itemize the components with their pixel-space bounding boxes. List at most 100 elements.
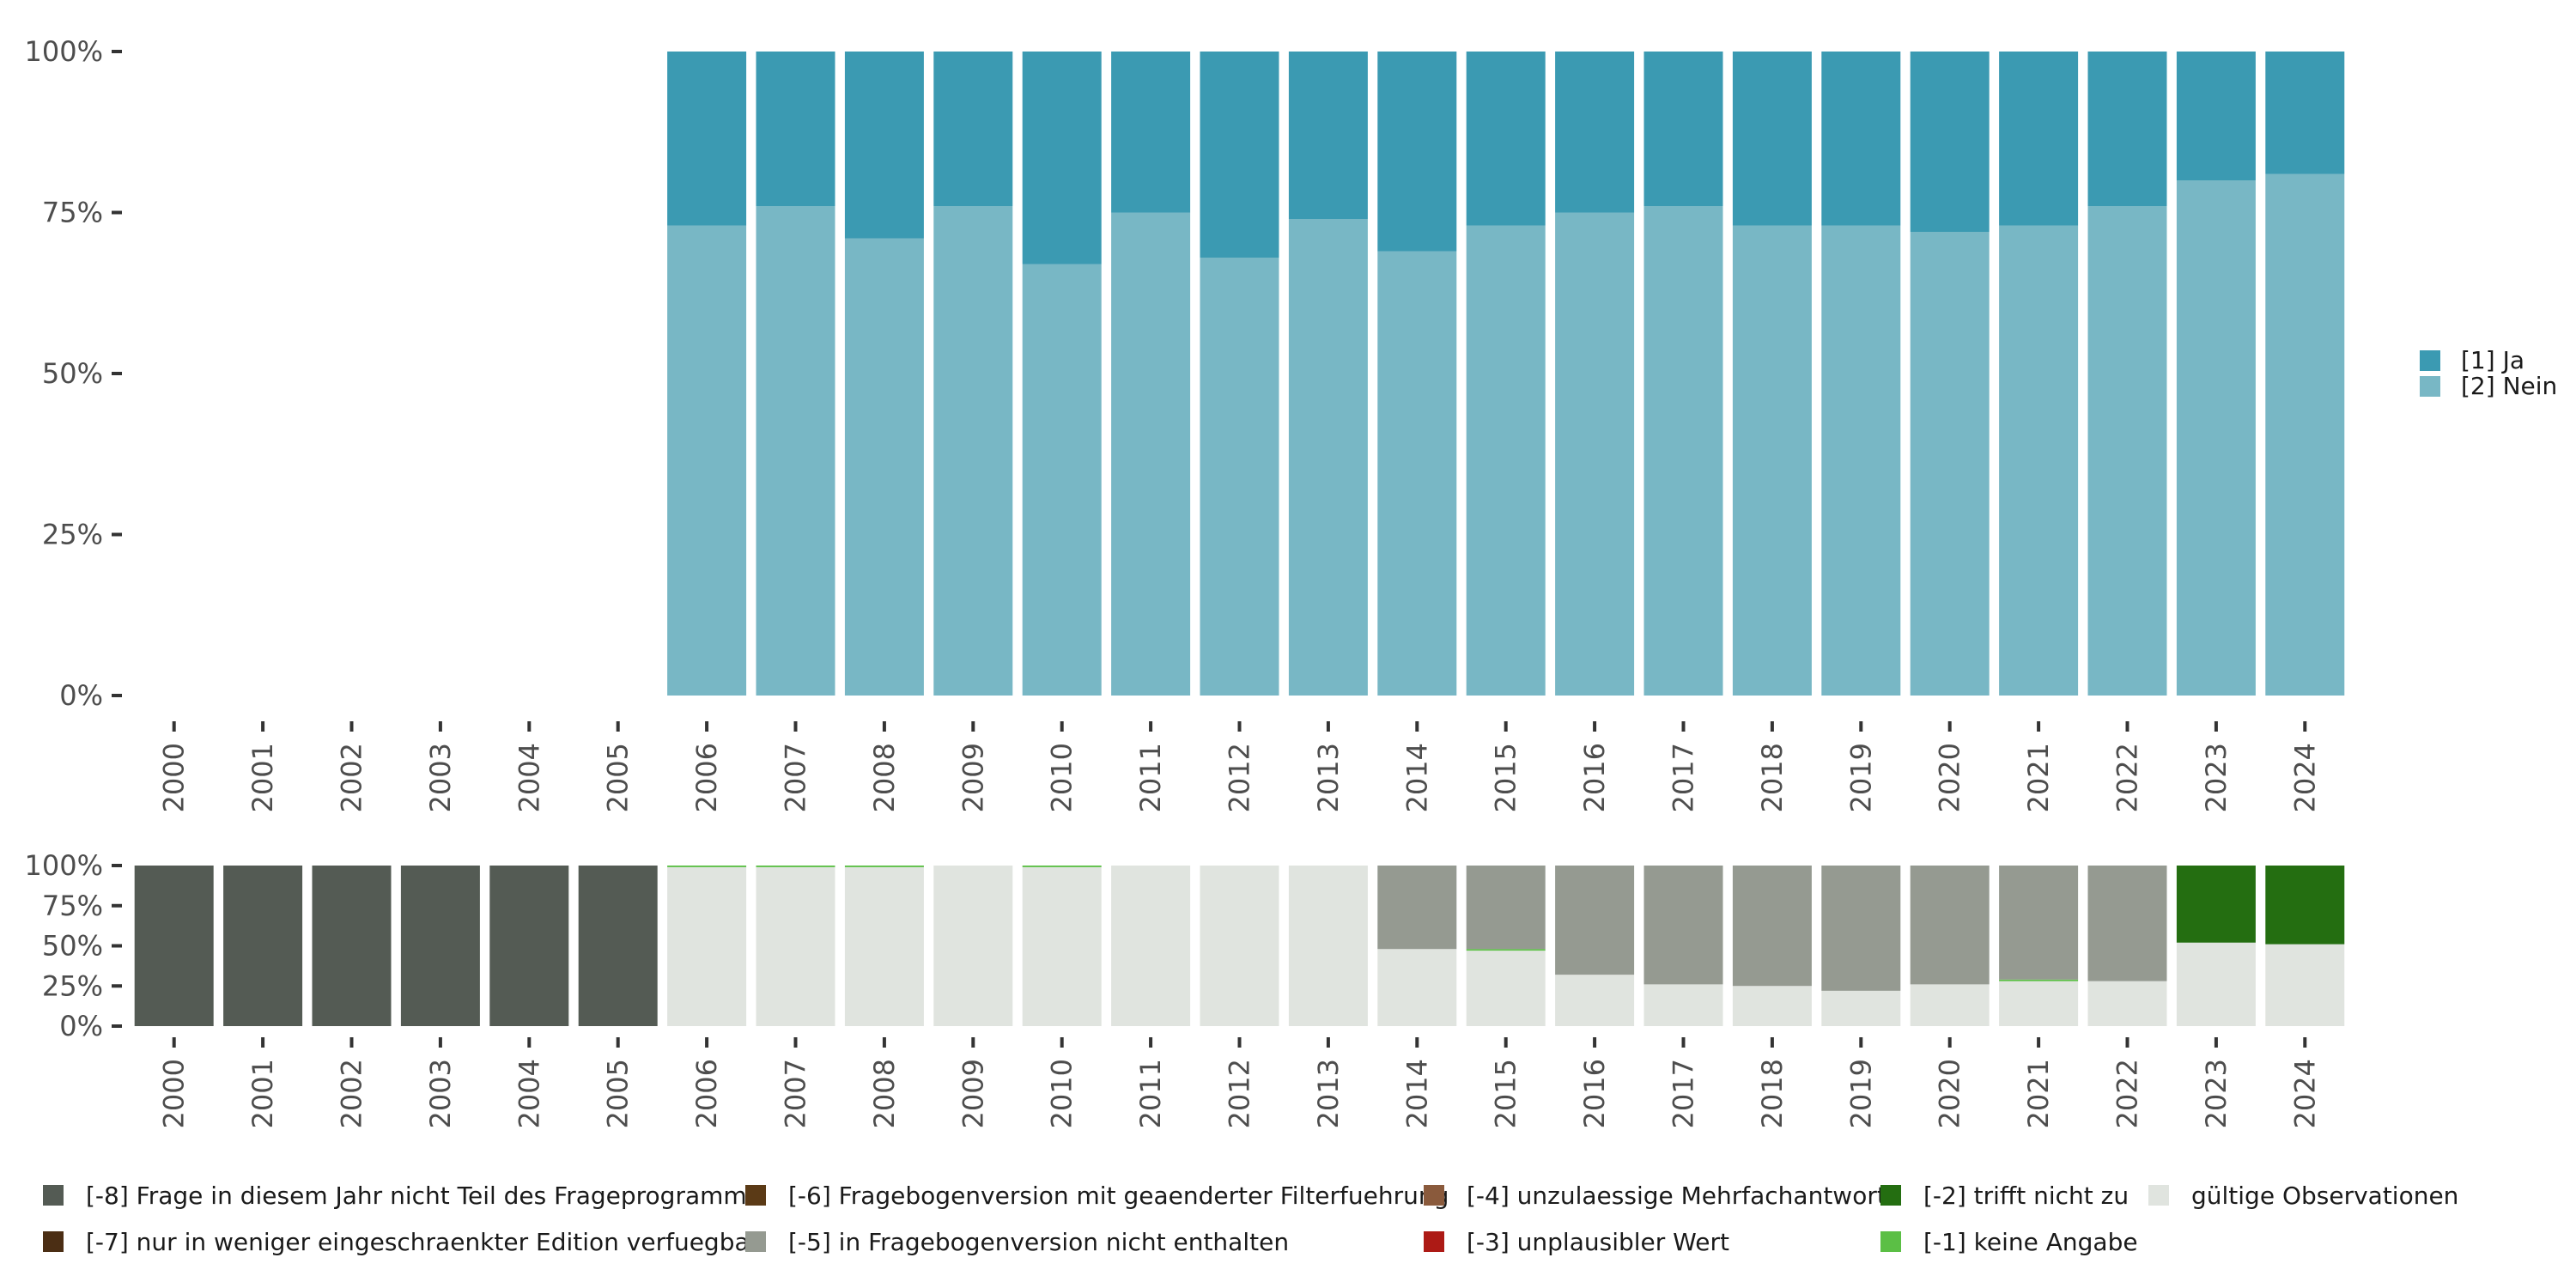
bar-segment: [756, 206, 835, 696]
x-tick-label: 2024: [2288, 1059, 2321, 1128]
legend-swatch: [2148, 1185, 2169, 1206]
legend-swatch: [1880, 1185, 1901, 1206]
legend-swatch: [1424, 1231, 1444, 1252]
x-tick-label: 2003: [424, 743, 457, 812]
x-tick-label: 2008: [868, 1059, 901, 1128]
x-tick-label: 2020: [1934, 743, 1966, 812]
bar-segment: [578, 866, 658, 1026]
bar-segment: [1111, 52, 1191, 213]
bar-segment: [667, 866, 747, 867]
x-tick-label: 2002: [336, 1059, 368, 1128]
bar-segment: [1643, 866, 1723, 985]
x-tick-label: 2009: [957, 743, 989, 812]
bar-segment: [1643, 984, 1723, 1026]
bar-segment: [844, 238, 924, 696]
legend-label: [-1] keine Angabe: [1923, 1228, 2138, 1256]
legend-label: [-2] trifft nicht zu: [1923, 1182, 2129, 1210]
x-tick-label: 2022: [2111, 743, 2144, 812]
bar-segment: [933, 866, 1013, 1026]
x-tick-label: 2019: [1844, 1059, 1877, 1128]
legend-label: [-8] Frage in diesem Jahr nicht Teil des…: [86, 1182, 759, 1210]
bar-segment: [1732, 225, 1812, 696]
bar-segment: [1999, 225, 2079, 696]
bar-segment: [2265, 52, 2345, 174]
bar-segment: [134, 866, 214, 1026]
y-tick-label: 0%: [59, 1010, 103, 1042]
x-tick-label: 2012: [1224, 743, 1256, 812]
bar-segment: [1377, 866, 1457, 950]
bar-segment: [2176, 866, 2256, 943]
bar-segment: [667, 52, 747, 226]
bar-segment: [667, 225, 747, 696]
bar-segment: [1022, 866, 1102, 867]
y-tick-label: 100%: [25, 849, 103, 882]
bar-segment: [1732, 866, 1812, 987]
bar-segment: [1555, 975, 1635, 1026]
bar-segment: [1377, 52, 1457, 252]
x-tick-label: 2017: [1668, 743, 1700, 812]
bar-segment: [667, 866, 747, 1026]
bar-segment: [1999, 979, 2079, 981]
x-tick-label: 2022: [2111, 1059, 2144, 1128]
x-tick-label: 2002: [336, 743, 368, 812]
bar-segment: [1910, 232, 1990, 696]
x-tick-label: 2023: [2200, 743, 2233, 812]
bar-segment: [1999, 52, 2079, 226]
bar-segment: [2265, 866, 2345, 945]
bar-segment: [756, 866, 835, 1026]
bar-segment: [756, 866, 835, 867]
bar-segment: [1377, 949, 1457, 1026]
x-tick-label: 2023: [2200, 1059, 2233, 1128]
legend-label: [-6] Fragebogenversion mit geaenderter F…: [788, 1182, 1449, 1210]
x-tick-label: 2000: [158, 1059, 191, 1128]
bar-segment: [1288, 866, 1368, 1026]
bar-segment: [2087, 866, 2167, 981]
x-tick-label: 2018: [1756, 1059, 1789, 1128]
x-tick-label: 2016: [1578, 1059, 1611, 1128]
y-tick-label: 75%: [42, 890, 103, 922]
bar-segment: [2087, 52, 2167, 206]
x-tick-label: 2013: [1312, 1059, 1345, 1128]
bar-segment: [933, 52, 1013, 206]
bar-segment: [1377, 251, 1457, 696]
legend-label: [-4] unzulaessige Mehrfachantwort: [1467, 1182, 1886, 1210]
bar-segment: [933, 206, 1013, 696]
bar-segment: [1466, 949, 1546, 951]
bar-segment: [1999, 981, 2079, 1026]
legend-label: [-5] in Fragebogenversion nicht enthalte…: [788, 1228, 1289, 1256]
legend-label: gültige Observationen: [2191, 1182, 2458, 1210]
top-legend: [1] Ja[2] Nein: [2420, 346, 2557, 400]
legend-swatch: [43, 1185, 64, 1206]
x-tick-label: 2017: [1668, 1059, 1700, 1128]
bar-segment: [1821, 866, 1901, 991]
bar-segment: [1022, 52, 1102, 264]
x-tick-label: 2012: [1224, 1059, 1256, 1128]
bar-segment: [1466, 52, 1546, 226]
bar-segment: [1732, 52, 1812, 226]
bar-segment: [1111, 212, 1191, 696]
bar-segment: [1200, 866, 1279, 1026]
x-tick-label: 2024: [2288, 743, 2321, 812]
bar-segment: [2087, 206, 2167, 696]
bottom-legend: [-8] Frage in diesem Jahr nicht Teil des…: [43, 1182, 2458, 1256]
bar-segment: [1111, 866, 1191, 1026]
legend-swatch: [1880, 1231, 1901, 1252]
bar-segment: [844, 866, 924, 867]
bottom-panel: 0% 25% 50% 75% 100% 2000 2001 2002 2003 2004 2005 2…: [25, 849, 2345, 1128]
x-tick-label: 2014: [1400, 743, 1433, 812]
bar-segment: [489, 866, 569, 1026]
bar-segment: [1910, 984, 1990, 1026]
bar-segment: [1466, 225, 1546, 696]
bar-segment: [1643, 52, 1723, 206]
bar-segment: [1288, 52, 1368, 219]
x-tick-label: 2016: [1578, 743, 1611, 812]
y-tick-label: 100%: [25, 35, 103, 68]
bar-segment: [1910, 866, 1990, 985]
legend-label: [-3] unplausibler Wert: [1467, 1228, 1729, 1256]
bar-segment: [1643, 206, 1723, 696]
x-tick-label: 2000: [158, 743, 191, 812]
x-tick-label: 2005: [602, 743, 635, 812]
x-tick-label: 2008: [868, 743, 901, 812]
bar-segment: [1022, 866, 1102, 1026]
bar-segment: [1200, 258, 1279, 696]
